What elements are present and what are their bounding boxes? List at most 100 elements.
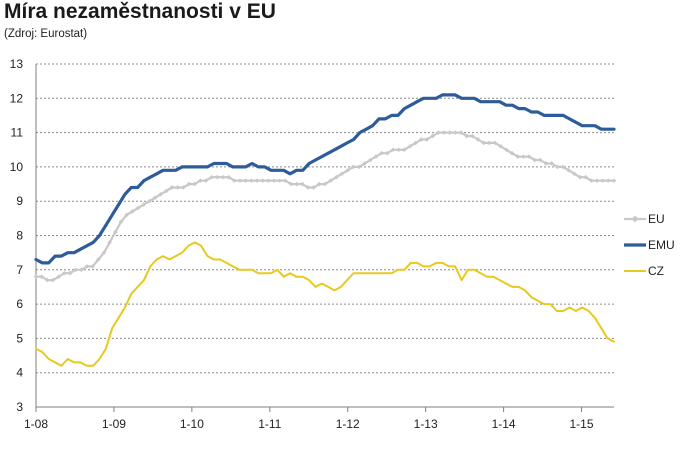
data-point-eu	[181, 185, 186, 190]
data-point-eu	[198, 178, 203, 183]
data-point-eu	[521, 154, 526, 159]
data-point-eu	[436, 130, 441, 135]
data-point-eu	[453, 130, 458, 135]
data-point-eu	[430, 133, 435, 139]
data-point-eu	[577, 174, 583, 180]
y-tick-label: 8	[16, 229, 23, 243]
data-point-eu	[33, 274, 39, 279]
data-point-eu	[413, 140, 418, 146]
data-point-eu	[317, 181, 322, 187]
x-tick-label: 1-09	[102, 417, 126, 431]
y-tick-label: 13	[10, 57, 24, 71]
data-point-eu	[164, 188, 169, 194]
data-point-eu	[339, 171, 345, 177]
data-point-eu	[447, 130, 452, 135]
data-point-eu	[532, 157, 537, 163]
data-point-eu	[424, 137, 430, 142]
series-lines	[33, 93, 617, 367]
y-tick-label: 7	[16, 263, 23, 277]
data-point-eu	[294, 181, 299, 187]
data-point-eu	[402, 147, 407, 153]
data-point-eu	[90, 264, 95, 269]
data-point-eu	[232, 178, 237, 183]
data-point-eu	[130, 209, 135, 214]
data-point-eu	[311, 185, 316, 190]
data-point-eu	[107, 240, 112, 245]
y-tick-label: 10	[10, 160, 24, 174]
data-point-eu	[56, 274, 61, 279]
data-point-eu	[566, 168, 571, 173]
chart-title: Míra nezaměstnanosti v EU	[4, 0, 276, 23]
data-point-eu	[538, 157, 543, 163]
data-point-eu	[549, 161, 554, 166]
legend-label-cz: CZ	[648, 264, 664, 278]
data-point-eu	[254, 178, 260, 183]
legend-marker-eu	[631, 215, 639, 223]
data-point-eu	[504, 147, 509, 153]
data-point-eu	[73, 267, 78, 273]
data-point-eu	[237, 178, 243, 183]
data-point-eu	[555, 164, 560, 170]
data-point-eu	[147, 198, 152, 204]
data-point-eu	[526, 154, 532, 159]
data-point-eu	[600, 178, 605, 183]
data-point-eu	[481, 140, 486, 146]
y-tick-label: 9	[16, 194, 23, 208]
data-point-eu	[220, 174, 226, 180]
chart-subtitle: (Zdroj: Eurostat)	[4, 28, 88, 40]
data-point-eu	[464, 133, 469, 139]
x-tick-label: 1-10	[180, 417, 204, 431]
data-point-eu	[515, 154, 520, 159]
data-point-eu	[492, 140, 498, 146]
y-tick-label: 3	[16, 400, 23, 414]
data-point-eu	[152, 195, 158, 201]
series-line-emu	[34, 93, 616, 265]
data-point-eu	[362, 161, 367, 166]
data-point-eu	[351, 164, 356, 170]
legend-label-emu: EMU	[648, 238, 675, 252]
data-point-eu	[209, 174, 214, 180]
data-point-eu	[243, 178, 248, 183]
data-point-eu	[328, 178, 333, 183]
data-point-eu	[368, 157, 373, 163]
data-point-eu	[260, 178, 265, 183]
data-point-eu	[373, 154, 379, 159]
data-point-eu	[62, 270, 67, 276]
data-point-eu	[396, 147, 401, 153]
data-point-eu	[215, 174, 220, 180]
data-point-eu	[50, 277, 56, 283]
data-point-eu	[419, 137, 424, 142]
x-tick-label: 1-15	[570, 417, 594, 431]
data-point-eu	[300, 181, 305, 187]
y-tick-label: 12	[10, 91, 24, 105]
data-point-eu	[124, 212, 129, 218]
y-tick-label: 11	[11, 126, 24, 140]
data-point-eu	[39, 274, 44, 279]
data-point-eu	[203, 178, 209, 183]
data-point-eu	[606, 178, 611, 183]
data-point-eu	[118, 219, 124, 225]
data-point-eu	[594, 178, 600, 183]
data-point-eu	[305, 185, 311, 190]
data-point-eu	[487, 140, 492, 146]
data-point-eu	[67, 270, 73, 276]
data-point-eu	[226, 174, 231, 180]
data-point-eu	[379, 150, 384, 156]
x-tick-label: 1-08	[24, 417, 48, 431]
data-point-eu	[589, 178, 594, 183]
legend: EU EMU CZ	[624, 212, 675, 278]
y-tick-label: 5	[16, 331, 23, 345]
data-point-eu	[101, 250, 107, 255]
data-point-eu	[249, 178, 254, 183]
series-line-cz	[35, 241, 615, 367]
y-tick-label: 6	[16, 297, 23, 311]
x-tick-label: 1-13	[414, 417, 438, 431]
data-point-eu	[141, 202, 146, 207]
data-point-eu	[271, 178, 277, 183]
data-point-eu	[283, 178, 288, 183]
data-point-eu	[385, 150, 390, 156]
data-point-eu	[135, 205, 141, 211]
data-point-eu	[441, 130, 447, 135]
data-point-eu	[322, 181, 328, 187]
